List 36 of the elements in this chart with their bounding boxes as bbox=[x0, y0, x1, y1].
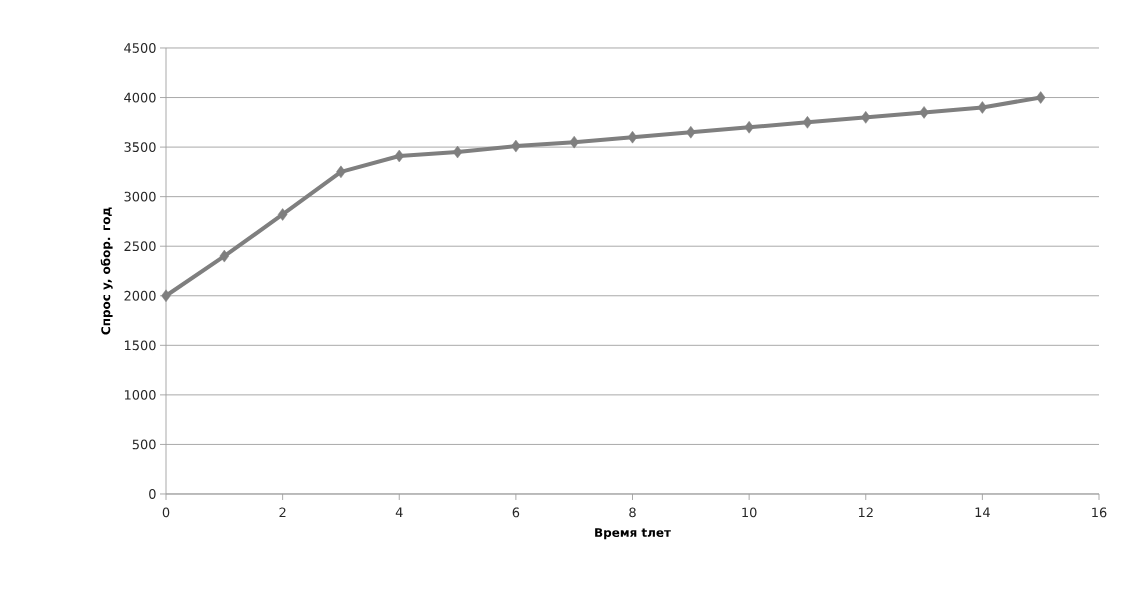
point bbox=[1035, 91, 1046, 104]
y-tick-label: 0 bbox=[149, 489, 156, 499]
point bbox=[336, 165, 346, 179]
point bbox=[861, 111, 871, 124]
y-tick-label: 1000 bbox=[124, 389, 156, 400]
point bbox=[627, 130, 638, 144]
y-tick-label: 2500 bbox=[124, 241, 156, 252]
point bbox=[919, 106, 929, 119]
y-tick-label: 4000 bbox=[124, 92, 156, 103]
x-tick-label: 6 bbox=[512, 507, 520, 518]
x-tick-label: 12 bbox=[858, 507, 873, 518]
y-tick-label: 500 bbox=[132, 439, 156, 450]
point bbox=[977, 101, 988, 114]
x-axis-title: Время tлет bbox=[595, 528, 671, 540]
y-tick-label: 3500 bbox=[124, 142, 156, 152]
x-tick-label: 2 bbox=[279, 507, 286, 518]
y-tick-label: 2000 bbox=[124, 290, 156, 301]
y-tick-label: 3000 bbox=[124, 191, 156, 202]
x-tick-label: 10 bbox=[742, 507, 757, 518]
point bbox=[394, 149, 405, 163]
y-axis-title: Спрос y, обор. год bbox=[100, 207, 113, 335]
x-tick-label: 16 bbox=[1092, 507, 1107, 518]
point bbox=[219, 249, 230, 263]
point bbox=[277, 208, 288, 221]
point bbox=[452, 145, 463, 159]
y-tick-label: 4500 bbox=[124, 43, 156, 53]
point bbox=[569, 135, 579, 149]
y-tick-label: 1500 bbox=[124, 340, 156, 351]
x-tick-label: 8 bbox=[629, 507, 636, 518]
x-tick-label: 14 bbox=[975, 507, 990, 517]
point bbox=[686, 125, 696, 139]
x-tick-label: 0 bbox=[162, 507, 170, 518]
point bbox=[744, 121, 754, 134]
x-tick-label: 4 bbox=[395, 507, 403, 517]
point bbox=[511, 139, 521, 153]
point bbox=[161, 289, 171, 303]
